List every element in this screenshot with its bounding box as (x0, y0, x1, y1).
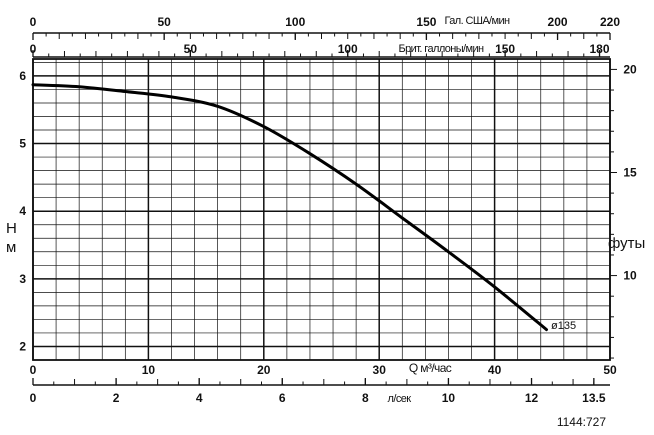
imp-gpm-axis-tick-label: 0 (30, 42, 37, 56)
imp-gpm-axis-tick-label: 100 (338, 42, 358, 56)
us-gpm-axis-tick-label: 150 (416, 15, 436, 29)
imp-gpm-axis-tick-label: 150 (495, 42, 515, 56)
head-ft-tick-label: 15 (623, 165, 637, 179)
q-axis-tick-label: 50 (603, 363, 617, 377)
us-gpm-axis-tick-label: 0 (30, 15, 37, 29)
head-m-tick-label: 4 (19, 204, 26, 218)
ls-axis-tick-label: 0 (30, 391, 37, 405)
ls-axis-tick-label: 8 (362, 391, 369, 405)
imp-gpm-axis-tick-label: 50 (184, 42, 198, 56)
head-m-tick-label: 6 (19, 69, 26, 83)
head-m-tick-label: 3 (19, 272, 26, 286)
imp-gpm-axis-tick-label: 180 (590, 42, 610, 56)
head-ft-label: футы (608, 235, 645, 252)
ls-axis-tick-label: 6 (279, 391, 286, 405)
ls-axis-tick-label: 13.5 (582, 391, 606, 405)
series-layer (31, 83, 548, 332)
chart-axes (32, 32, 617, 386)
us-gpm-axis-label: Гал. США/мин (445, 15, 511, 27)
head-m-label-h: Н (6, 220, 17, 237)
curve-label: ø135 (551, 320, 576, 332)
q-axis-tick-label: 0 (30, 363, 37, 377)
q-axis-tick-label: 10 (142, 363, 156, 377)
us-gpm-axis-tick-label: 100 (285, 15, 305, 29)
head-m-tick-label: 2 (19, 339, 26, 353)
us-gpm-axis-tick-label: 50 (157, 15, 171, 29)
us-gpm-axis-tick-label: 200 (548, 15, 568, 29)
head-ft-tick-label: 10 (623, 269, 637, 283)
head-ft-tick-label: 20 (623, 62, 637, 76)
chart-grid (32, 59, 611, 360)
reference-number: 1144:727 (557, 415, 606, 429)
head-m-label-m: м (6, 239, 16, 256)
q-axis-label: Q м³/час (409, 361, 452, 375)
q-axis-tick-label: 40 (488, 363, 502, 377)
plot-frame (32, 58, 611, 361)
ls-axis-tick-label: 10 (442, 391, 456, 405)
series-line (31, 83, 548, 332)
ls-axis-label: л/сек (388, 393, 412, 405)
ls-axis-tick-label: 12 (525, 391, 539, 405)
us-gpm-axis-tick-label: 220 (600, 15, 620, 29)
ls-axis-tick-label: 4 (196, 391, 203, 405)
head-m-tick-label: 5 (19, 137, 26, 151)
q-axis-tick-label: 20 (257, 363, 271, 377)
imp-gpm-axis-label: Брит. галлоны/мин (399, 43, 485, 55)
ls-axis-tick-label: 2 (113, 391, 120, 405)
q-axis-tick-label: 30 (373, 363, 387, 377)
